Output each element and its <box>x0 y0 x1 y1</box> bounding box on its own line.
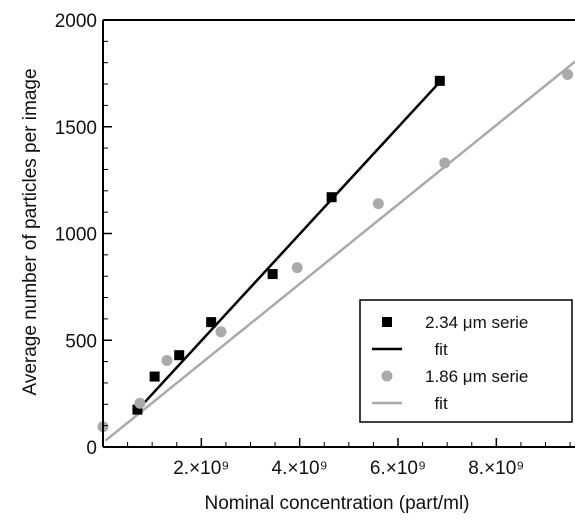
legend-label: 2.34 μm serie <box>425 313 528 332</box>
legend: 2.34 μm serie fit 1.86 μm serie fit <box>359 299 573 423</box>
series-1-point <box>434 75 445 86</box>
series-1-point <box>326 192 337 203</box>
legend-box <box>359 299 573 423</box>
y-tick-label: 1000 <box>55 225 97 246</box>
series-layer <box>97 60 575 442</box>
x-axis-label: Nominal concentration (part/ml) <box>204 493 469 514</box>
y-axis-label: Average number of particles per image <box>20 68 41 395</box>
fit-line-1 <box>143 81 441 404</box>
y-tick-label: 0 <box>86 438 97 459</box>
axes: 0 500 1000 1500 2000 2.×10⁹ 4.×10⁹ 6.×10⁹ 8.×10⁹ <box>55 11 575 479</box>
x-tick-label: 8.×10⁹ <box>468 458 524 479</box>
series-2-point <box>562 68 574 80</box>
legend-label: fit <box>425 394 448 413</box>
legend-label: 1.86 μm serie <box>425 367 528 386</box>
series-2-point <box>439 157 451 169</box>
fit-line-2 <box>104 60 575 442</box>
series-1-point <box>132 404 143 415</box>
series-2-point <box>291 262 303 274</box>
x-tick-label: 6.×10⁹ <box>370 458 426 479</box>
legend-marker-square <box>382 317 392 327</box>
series-2-point <box>372 198 384 210</box>
x-tick-label: 4.×10⁹ <box>272 458 328 479</box>
series-1-point <box>149 371 160 382</box>
series-1-point <box>267 269 278 280</box>
series-2-point <box>134 397 146 409</box>
series-2-point <box>161 355 173 367</box>
y-tick-label: 1500 <box>55 118 97 139</box>
legend-marker-circle <box>381 370 393 382</box>
y-tick-label: 500 <box>65 331 97 352</box>
series-1-point <box>174 350 185 361</box>
series-1-point <box>206 317 217 328</box>
legend-label: fit <box>425 340 448 359</box>
y-tick-label: 2000 <box>55 11 97 32</box>
x-tick-label: 2.×10⁹ <box>173 458 229 479</box>
series-2-point <box>215 326 227 338</box>
